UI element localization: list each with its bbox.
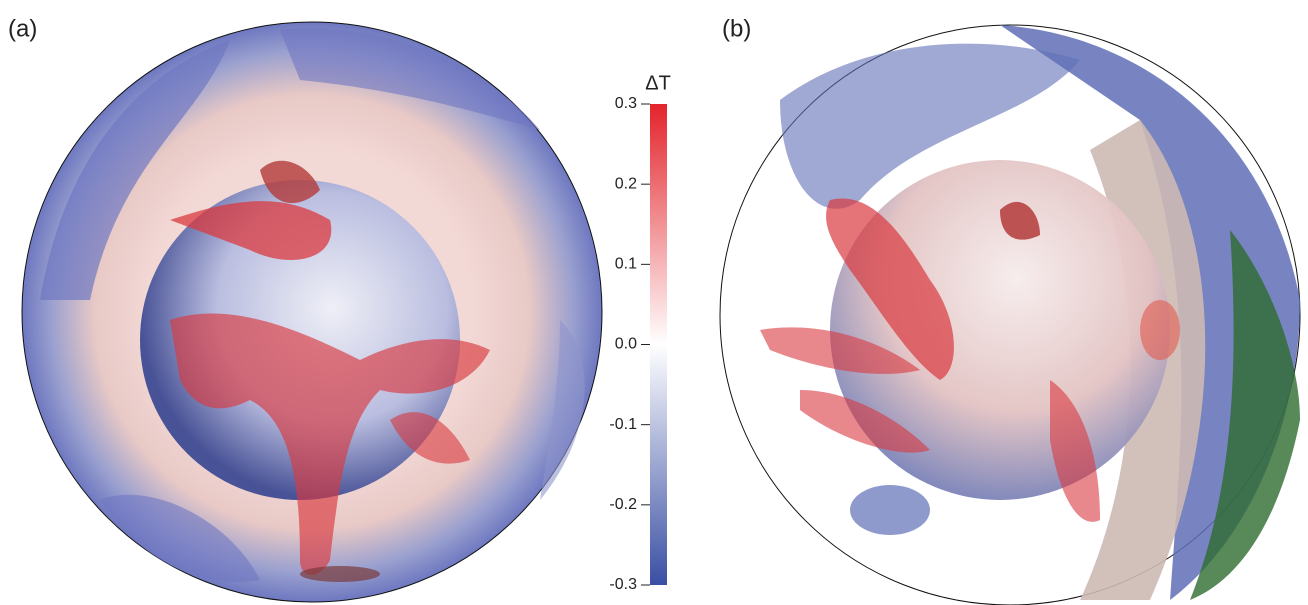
tick-label: 0.3 xyxy=(615,95,637,112)
tick-label: 0.0 xyxy=(615,336,637,353)
tick-label: -0.2 xyxy=(609,496,637,513)
figure: (a) (b) ΔT 0.3 0.2 0.1 0.0 -0.1 -0.2 -0.3 xyxy=(0,0,1308,605)
globe-b xyxy=(720,25,1300,605)
tick-label: 0.1 xyxy=(615,256,637,273)
colorbar-title: ΔT xyxy=(645,72,671,94)
panel-label: (b) xyxy=(722,15,751,42)
panel-label: (a) xyxy=(8,15,37,42)
colorbar: ΔT 0.3 0.2 0.1 0.0 -0.1 -0.2 -0.3 xyxy=(609,72,670,593)
tick-label: -0.3 xyxy=(609,576,637,593)
colorbar-scale xyxy=(650,104,667,585)
tick-label: 0.2 xyxy=(615,175,637,192)
globe-a xyxy=(22,22,602,602)
tick-label: -0.1 xyxy=(609,416,637,433)
